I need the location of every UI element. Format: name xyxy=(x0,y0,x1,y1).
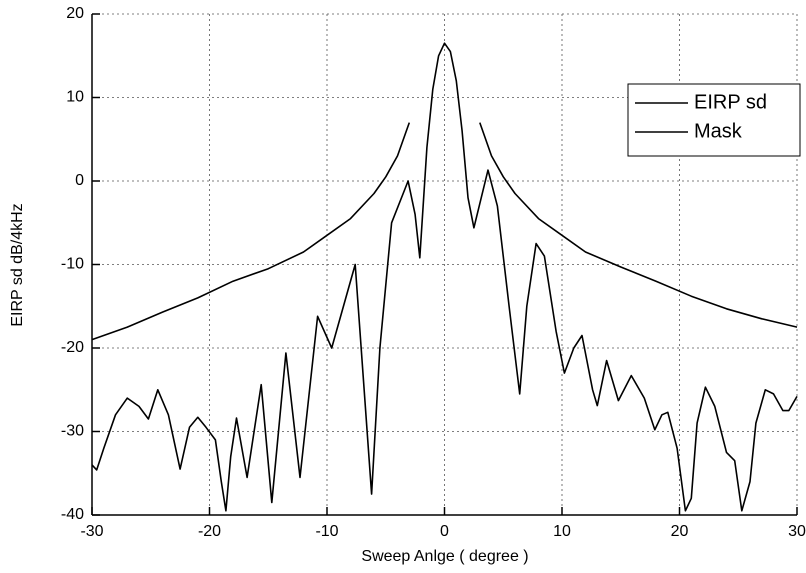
x-tick-label: 20 xyxy=(671,523,689,540)
y-axis-label: EIRP sd dB/4kHz xyxy=(9,203,26,326)
legend-box xyxy=(627,83,801,157)
y-tick-label: -40 xyxy=(61,506,84,523)
y-tick-label: 20 xyxy=(66,5,84,22)
legend-label: Mask xyxy=(694,120,743,142)
x-axis-label: Sweep Anlge ( degree ) xyxy=(361,548,528,565)
y-tick-label: -30 xyxy=(61,423,84,440)
x-tick-label: -20 xyxy=(198,523,221,540)
y-tick-label: -10 xyxy=(61,256,84,273)
x-tick-label: 0 xyxy=(440,523,449,540)
y-tick-label: 0 xyxy=(75,172,84,189)
y-tick-label: 10 xyxy=(66,89,84,106)
legend-label: EIRP sd xyxy=(694,91,767,113)
y-tick-label: -20 xyxy=(61,339,84,356)
x-tick-label: 30 xyxy=(788,523,806,540)
series-line xyxy=(91,42,798,512)
x-tick-label: -10 xyxy=(315,523,338,540)
x-tick-label: -30 xyxy=(80,523,103,540)
series-line xyxy=(91,122,798,341)
x-tick-label: 10 xyxy=(553,523,571,540)
